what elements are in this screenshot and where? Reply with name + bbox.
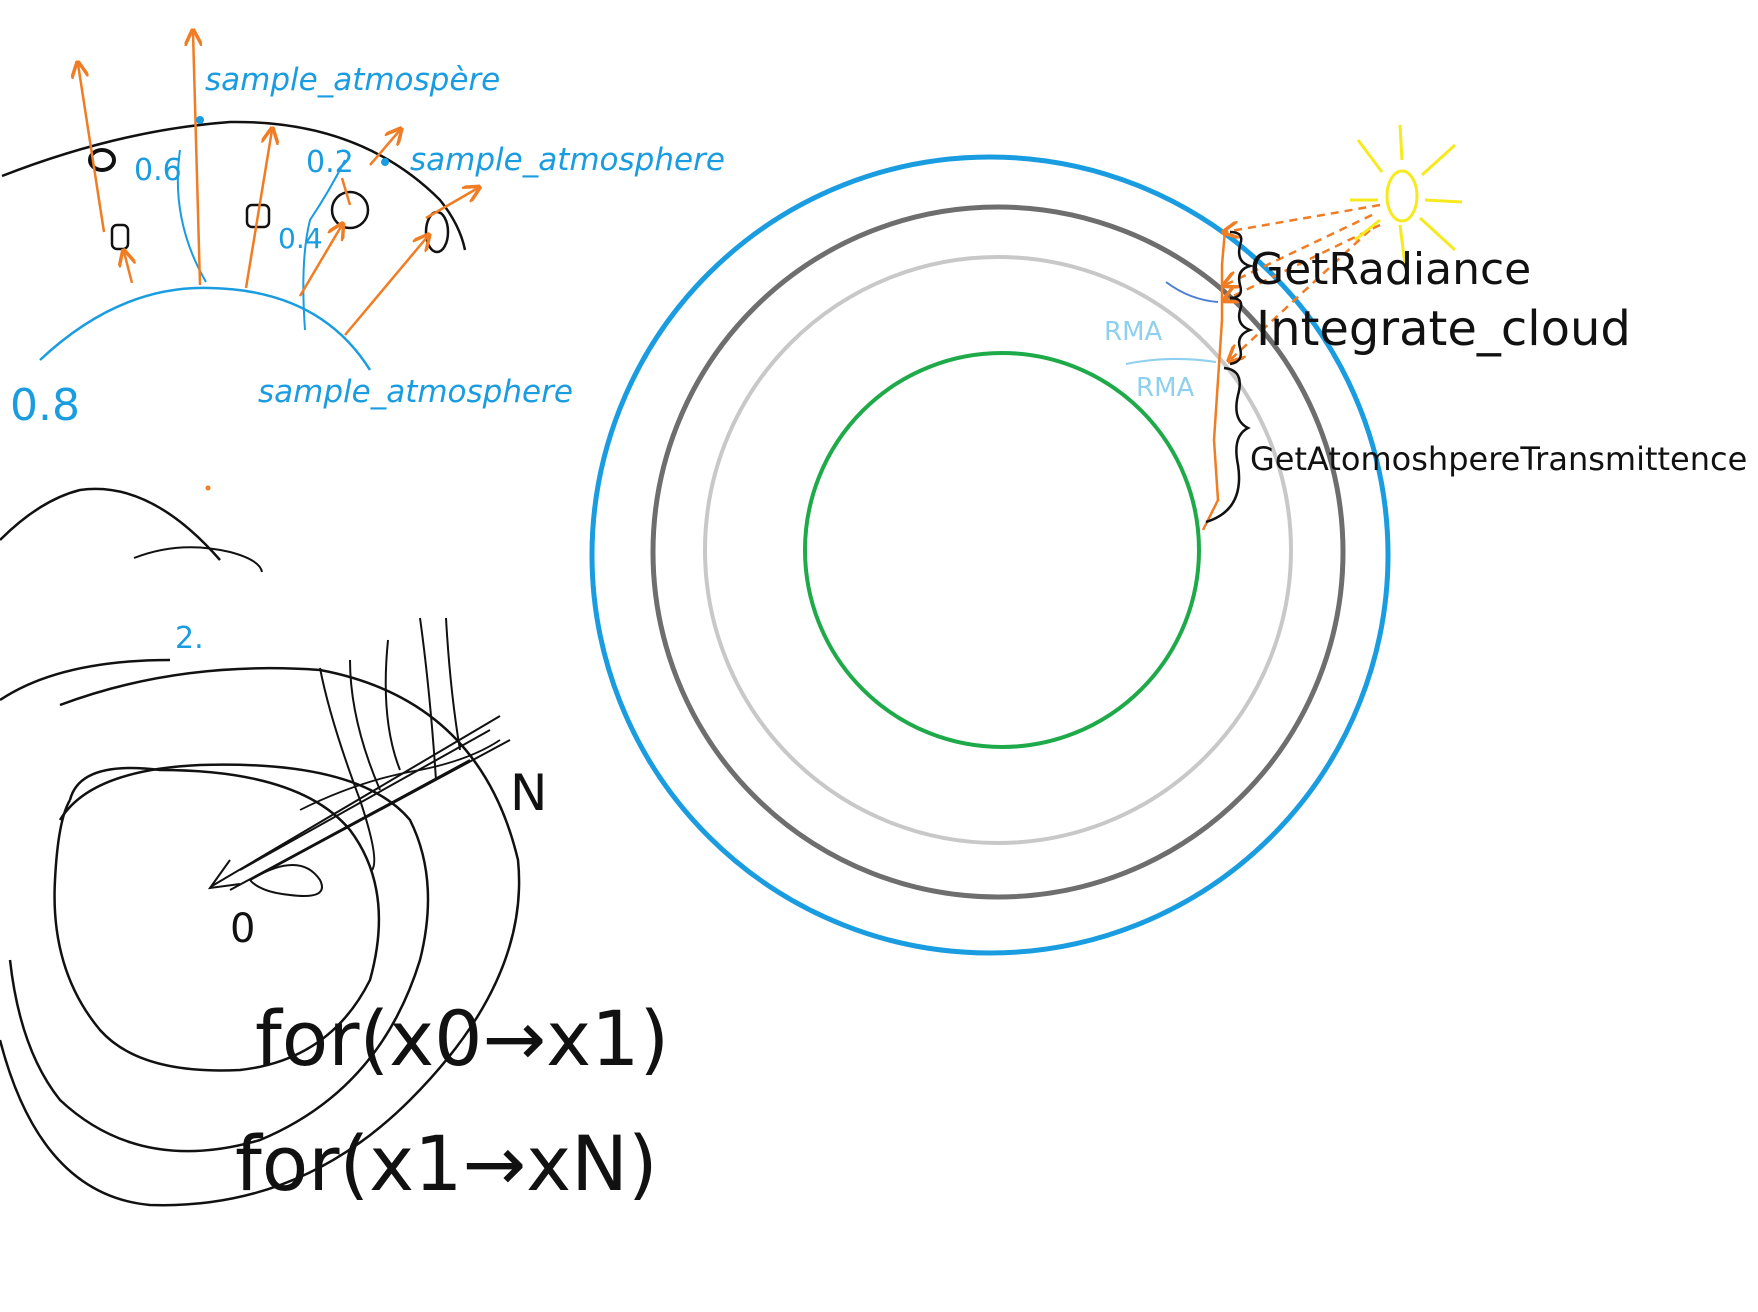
ray-arrow <box>78 64 106 233</box>
planet-atmosphere-diagram: RMA RMA GetRadiance Integrate_cloud GetA… <box>589 124 1747 956</box>
ray-bundle <box>319 667 376 871</box>
ray-arrow <box>340 177 352 206</box>
get-transmittance-label: GetAtomoshpereTransmittence <box>1250 440 1747 478</box>
ray-bundle <box>419 617 437 781</box>
ray-bundle <box>445 617 461 751</box>
value-label: 0.6 <box>134 153 182 188</box>
sample-point <box>381 158 389 166</box>
sun-ray <box>1225 223 1381 300</box>
planet-surface-circle <box>803 351 1201 749</box>
cloud-blob <box>88 148 116 172</box>
integrate-cloud-label: Integrate_cloud <box>1256 301 1631 357</box>
outer-shell <box>0 666 521 1207</box>
sun-ray <box>1225 203 1381 232</box>
sample-stroke <box>302 159 346 331</box>
cloud-bottom-circle <box>703 255 1293 845</box>
rm-label: RMA <box>1136 373 1194 403</box>
atmosphere-sampling-sketch: sample_atmospère sample_atmosphere sampl… <box>1 32 725 431</box>
brace-transmittance <box>1205 366 1251 524</box>
ray-arrow <box>369 130 400 166</box>
section-marker: 2. <box>175 621 204 656</box>
brace-cloud <box>1229 296 1254 366</box>
middle-shell <box>8 763 430 1153</box>
outer-shell <box>0 658 171 702</box>
ray-arrow <box>344 236 428 336</box>
ray-arrow <box>425 188 478 220</box>
cloud-top-circle <box>650 204 1346 900</box>
cloud-blob <box>330 190 370 230</box>
atmosphere-outer-arc <box>1 120 467 251</box>
origin-label: 0 <box>230 906 255 952</box>
view-ray <box>1201 229 1227 531</box>
sample-point <box>196 116 204 124</box>
loop-text-first: for(x0→x1) <box>255 994 669 1083</box>
sun-ray <box>1230 229 1371 360</box>
brace-radiance <box>1229 230 1255 300</box>
ground-arc <box>39 286 372 371</box>
sample-atmosphere-label: sample_atmospère <box>205 62 500 98</box>
sample-atmosphere-label: sample_atmosphere <box>258 374 573 410</box>
outer-shell <box>0 487 221 561</box>
raymarch-stroke <box>1165 281 1219 303</box>
stray-dot <box>205 485 211 491</box>
inner-shell <box>53 766 381 1072</box>
value-label: 0.4 <box>278 222 323 255</box>
ray-scribble <box>249 864 323 897</box>
get-radiance-label: GetRadiance <box>1250 244 1531 295</box>
raymarch-stroke <box>1125 357 1217 365</box>
sample-stroke <box>176 149 207 283</box>
rm-label: RMA <box>1104 317 1162 347</box>
cloud-blob <box>424 210 450 254</box>
cloud-blob <box>245 203 271 229</box>
ray-line <box>239 729 491 871</box>
ray-arrow <box>298 225 342 297</box>
ray-arrow <box>124 252 132 284</box>
outer-shell <box>133 546 263 573</box>
cloud-blob <box>110 223 130 251</box>
ray-scribble <box>299 739 501 811</box>
raymarch-loop-sketch: 2. 0 N for(x0→x1) for(x1→xN) <box>0 485 669 1208</box>
ray-arrow <box>193 32 200 286</box>
value-label: 0.8 <box>10 380 80 431</box>
n-label: N <box>510 764 547 822</box>
ray-arrowhead <box>207 859 241 890</box>
ray-line <box>229 759 471 891</box>
ray-bundle <box>349 659 381 791</box>
loop-text-second: for(x1→xN) <box>235 1119 658 1208</box>
atmosphere-top-circle <box>589 154 1391 956</box>
sample-atmosphere-label: sample_atmosphere <box>410 142 725 178</box>
sun-icon <box>1350 124 1463 266</box>
ray-arrow <box>244 130 272 289</box>
ray-bundle <box>384 639 401 771</box>
value-label: 0.2 <box>306 145 354 180</box>
